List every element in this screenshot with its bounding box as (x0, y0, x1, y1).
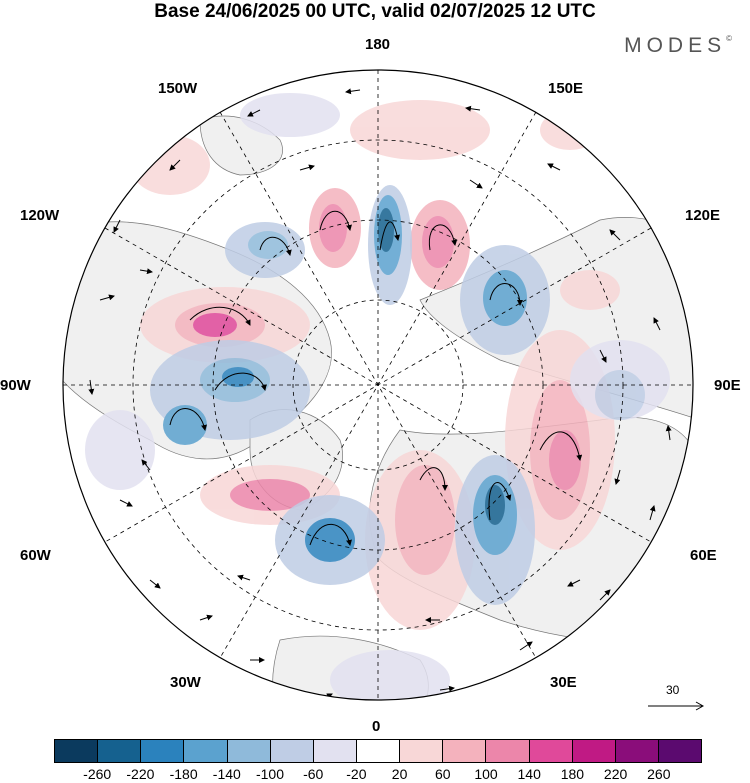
legend-swatch-13 (615, 739, 659, 763)
brand-text: MODES (624, 34, 727, 57)
lon-label-60w: 60W (20, 547, 51, 564)
map-title: Base 24/06/2025 00 UTC, valid 02/07/2025… (154, 1, 596, 22)
legend-swatch-3 (184, 739, 228, 763)
legend-tick-label: -260 (83, 766, 112, 782)
lon-label-120w: 120W (20, 207, 60, 224)
legend-swatch-2 (141, 739, 185, 763)
legend-tick-label: 220 (603, 766, 628, 782)
lon-label-120e: 120E (685, 207, 721, 224)
legend-tick-label: -180 (169, 766, 198, 782)
legend-swatch-9 (443, 739, 487, 763)
legend-tick-label: -20 (346, 766, 367, 782)
legend-swatch-11 (529, 739, 573, 763)
legend-tick-label: 100 (474, 766, 498, 782)
legend-tick-label: -100 (255, 766, 285, 782)
lon-label-0: 0 (372, 718, 381, 735)
lon-label-150e: 150E (548, 80, 584, 97)
legend-tick-label: -60 (303, 766, 324, 782)
legend-tick-label: 140 (517, 766, 541, 782)
legend-swatch-1 (98, 739, 142, 763)
legend-swatch-7 (356, 739, 401, 763)
legend-tick-label: 260 (647, 766, 671, 782)
graticule (63, 70, 693, 700)
legend-swatch-4 (227, 739, 271, 763)
legend-tick-label: 180 (560, 766, 585, 782)
legend-swatch-8 (400, 739, 444, 763)
lon-label-180: 180 (365, 36, 391, 53)
legend-swatch-14 (658, 739, 703, 763)
legend-swatch-6 (313, 739, 357, 763)
lon-label-30w: 30W (170, 674, 201, 691)
lon-label-150w: 150W (158, 80, 198, 97)
reference-vector-label: 30 (666, 683, 680, 697)
reference-vector: 30 (646, 683, 706, 713)
color-legend (54, 739, 703, 763)
legend-swatch-12 (572, 739, 616, 763)
legend-swatch-0 (54, 739, 99, 763)
modes-logo: MODES© (624, 34, 732, 58)
legend-tick-label: -220 (126, 766, 155, 782)
legend-swatch-10 (486, 739, 530, 763)
legend-ticks: -260 -220 -180 -140 -100 -60 -20 20 60 100 140 180 2… (54, 766, 702, 783)
polar-map (62, 69, 694, 701)
lon-label-30e: 30E (550, 674, 577, 691)
lon-label-60e: 60E (690, 547, 717, 564)
lon-label-90w: 90W (0, 377, 31, 394)
map-border (62, 69, 694, 701)
legend-tick-label: 60 (435, 766, 451, 782)
lon-label-90e: 90E (714, 377, 741, 394)
negative-anomalies (85, 93, 670, 700)
copyright-mark: © (726, 34, 732, 43)
reference-arrow-icon (648, 701, 705, 711)
legend-tick-label: -140 (212, 766, 241, 782)
legend-swatch-5 (270, 739, 314, 763)
wind-vectors (88, 88, 672, 700)
legend-tick-label: 20 (391, 766, 408, 782)
